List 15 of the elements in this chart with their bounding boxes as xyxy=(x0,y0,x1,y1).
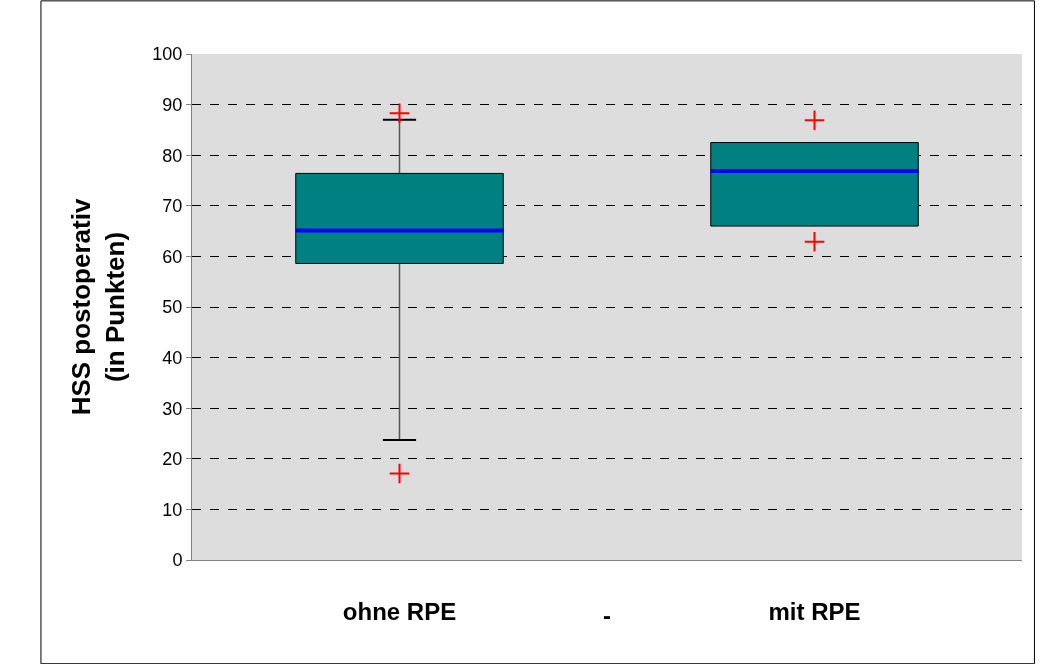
y-tick-label: 30 xyxy=(162,398,183,419)
x-tick-label: ohne RPE xyxy=(342,597,457,625)
y-tick-label: 0 xyxy=(172,550,183,571)
y-tick-label: 10 xyxy=(162,499,183,520)
y-tick-label: 50 xyxy=(162,297,183,318)
y-tick-label: 60 xyxy=(162,246,183,267)
y-axis-title: HSS postoperativ (in Punkten) xyxy=(65,198,130,416)
y-tick-label: 80 xyxy=(162,145,183,166)
y-tick-label: 100 xyxy=(152,44,183,65)
y-tick-label: 20 xyxy=(162,449,183,470)
text: - xyxy=(603,602,611,629)
y-tick-label: 70 xyxy=(162,196,183,217)
y-tick-label: 40 xyxy=(162,347,183,368)
x-tick-label: mit RPE xyxy=(768,597,861,625)
y-tick-label: 90 xyxy=(162,94,183,115)
